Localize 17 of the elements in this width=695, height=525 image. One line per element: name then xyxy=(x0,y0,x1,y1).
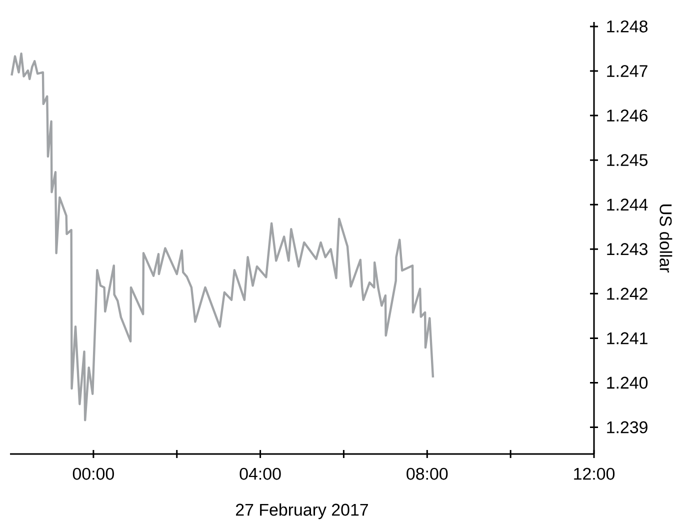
y-tick-label: 1.242 xyxy=(607,288,648,300)
line-series xyxy=(10,52,434,422)
y-tick-label: 1.239 xyxy=(607,421,648,434)
y-tick-label: 1.247 xyxy=(607,65,648,77)
y-tick-label: 1.240 xyxy=(607,376,648,389)
x-tick-label: 12:00 xyxy=(574,468,615,480)
y-tick-label: 1.244 xyxy=(607,198,648,211)
y-tick-label: 1.246 xyxy=(607,110,648,122)
y-tick-label: 1.248 xyxy=(607,20,648,32)
x-tick-label: 04:00 xyxy=(240,468,281,480)
y-tick-label: 1.243 xyxy=(607,243,648,256)
x-tick-label: 00:00 xyxy=(72,468,114,480)
y-tick-label: 1.245 xyxy=(607,154,648,166)
y-axis-title: US dollar xyxy=(660,204,672,273)
x-axis-title: 27 February 2017 xyxy=(236,503,368,520)
x-tick-label: 08:00 xyxy=(406,468,448,480)
y-tick-label: 1.241 xyxy=(607,332,648,344)
